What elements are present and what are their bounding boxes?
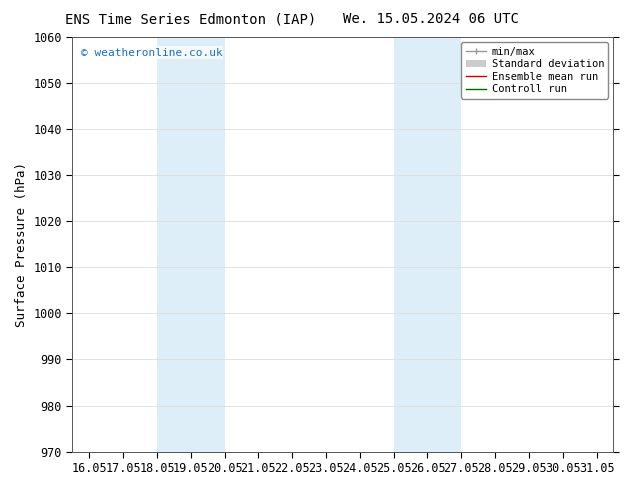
Text: ENS Time Series Edmonton (IAP): ENS Time Series Edmonton (IAP) — [65, 12, 316, 26]
Text: We. 15.05.2024 06 UTC: We. 15.05.2024 06 UTC — [343, 12, 519, 26]
Text: © weatheronline.co.uk: © weatheronline.co.uk — [81, 48, 223, 57]
Y-axis label: Surface Pressure (hPa): Surface Pressure (hPa) — [15, 162, 28, 327]
Bar — [157, 37, 224, 452]
Bar — [394, 37, 462, 452]
Legend: min/max, Standard deviation, Ensemble mean run, Controll run: min/max, Standard deviation, Ensemble me… — [462, 42, 608, 98]
